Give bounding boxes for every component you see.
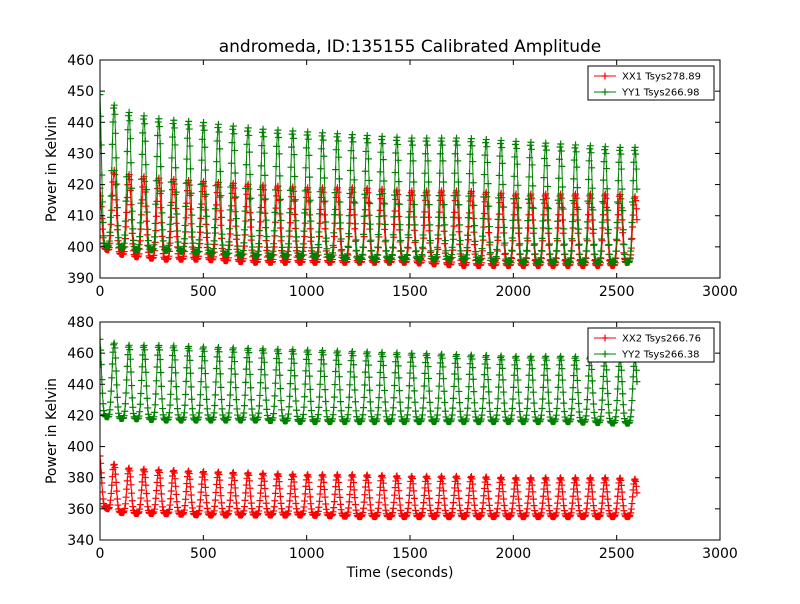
y-tick-label: 440 [67, 115, 94, 131]
bottom-panel: 0 500 1000 1500 2000 2500 3000 340 360 380 400 420 4… [44, 315, 738, 581]
series-markers [100, 91, 641, 266]
legend: XX1 Tsys278.89 YY1 Tsys266.98 [587, 65, 715, 101]
legend-swatch-marker [601, 334, 609, 342]
y-tick-label: 460 [67, 53, 94, 69]
legend-box [587, 65, 715, 101]
x-tick-label: 500 [190, 284, 217, 300]
y-tick-label: 340 [67, 533, 94, 549]
chart-title: andromeda, ID:135155 Calibrated Amplitud… [219, 37, 602, 57]
top-panel: 0 500 1000 1500 2000 2500 3000 390 400 410 420 430 4… [44, 53, 738, 300]
y-tick-label: 380 [67, 471, 94, 487]
y-tick-label: 410 [67, 209, 94, 225]
y-tick-label: 400 [67, 440, 94, 456]
y-tick-label: 420 [67, 178, 94, 194]
x-tick-label: 2500 [599, 284, 635, 300]
x-tick-label: 0 [96, 284, 105, 300]
y-axis-label: Power in Kelvin [44, 378, 60, 484]
x-tick-label: 3000 [702, 284, 738, 300]
y-tick-label: 430 [67, 146, 94, 162]
series-yy1-tsys266-98 [100, 91, 641, 266]
legend-swatch-marker [601, 350, 609, 358]
legend-box [587, 327, 715, 363]
x-tick-label: 1500 [392, 546, 428, 562]
data-layer [100, 91, 641, 270]
x-tick-label: 2000 [496, 546, 532, 562]
legend-entry: YY1 Tsys266.98 [621, 88, 700, 99]
x-tick-label: 1500 [392, 284, 428, 300]
series-yy2-tsys266-38 [100, 335, 641, 427]
y-tick-label: 480 [67, 315, 94, 331]
x-tick-label: 2000 [496, 284, 532, 300]
data-layer [100, 335, 641, 521]
x-tick-label: 0 [96, 546, 105, 562]
y-tick-label: 390 [67, 271, 94, 287]
y-tick-label: 420 [67, 408, 94, 424]
x-axis-label: Time (seconds) [346, 565, 454, 581]
x-tick-label: 3000 [702, 546, 738, 562]
y-tick-label: 450 [67, 84, 94, 100]
legend: XX2 Tsys266.76 YY2 Tsys266.38 [587, 327, 715, 363]
legend-entry: XX2 Tsys266.76 [622, 334, 701, 345]
x-tick-label: 1000 [289, 546, 325, 562]
series-markers [100, 452, 641, 521]
y-tick-label: 400 [67, 240, 94, 256]
x-tick-label: 1000 [289, 284, 325, 300]
legend-entry: YY2 Tsys266.38 [621, 350, 700, 361]
series-xx2-tsys266-76 [100, 452, 641, 521]
y-axis-label: Power in Kelvin [44, 116, 60, 222]
series-markers [100, 335, 641, 427]
y-tick-label: 360 [67, 502, 94, 518]
x-tick-label: 500 [190, 546, 217, 562]
legend-swatch-marker [601, 72, 609, 80]
legend-entry: XX1 Tsys278.89 [622, 72, 701, 83]
x-tick-label: 2500 [599, 546, 635, 562]
y-tick-label: 440 [67, 377, 94, 393]
y-tick-label: 460 [67, 346, 94, 362]
legend-swatch-marker [601, 88, 609, 96]
